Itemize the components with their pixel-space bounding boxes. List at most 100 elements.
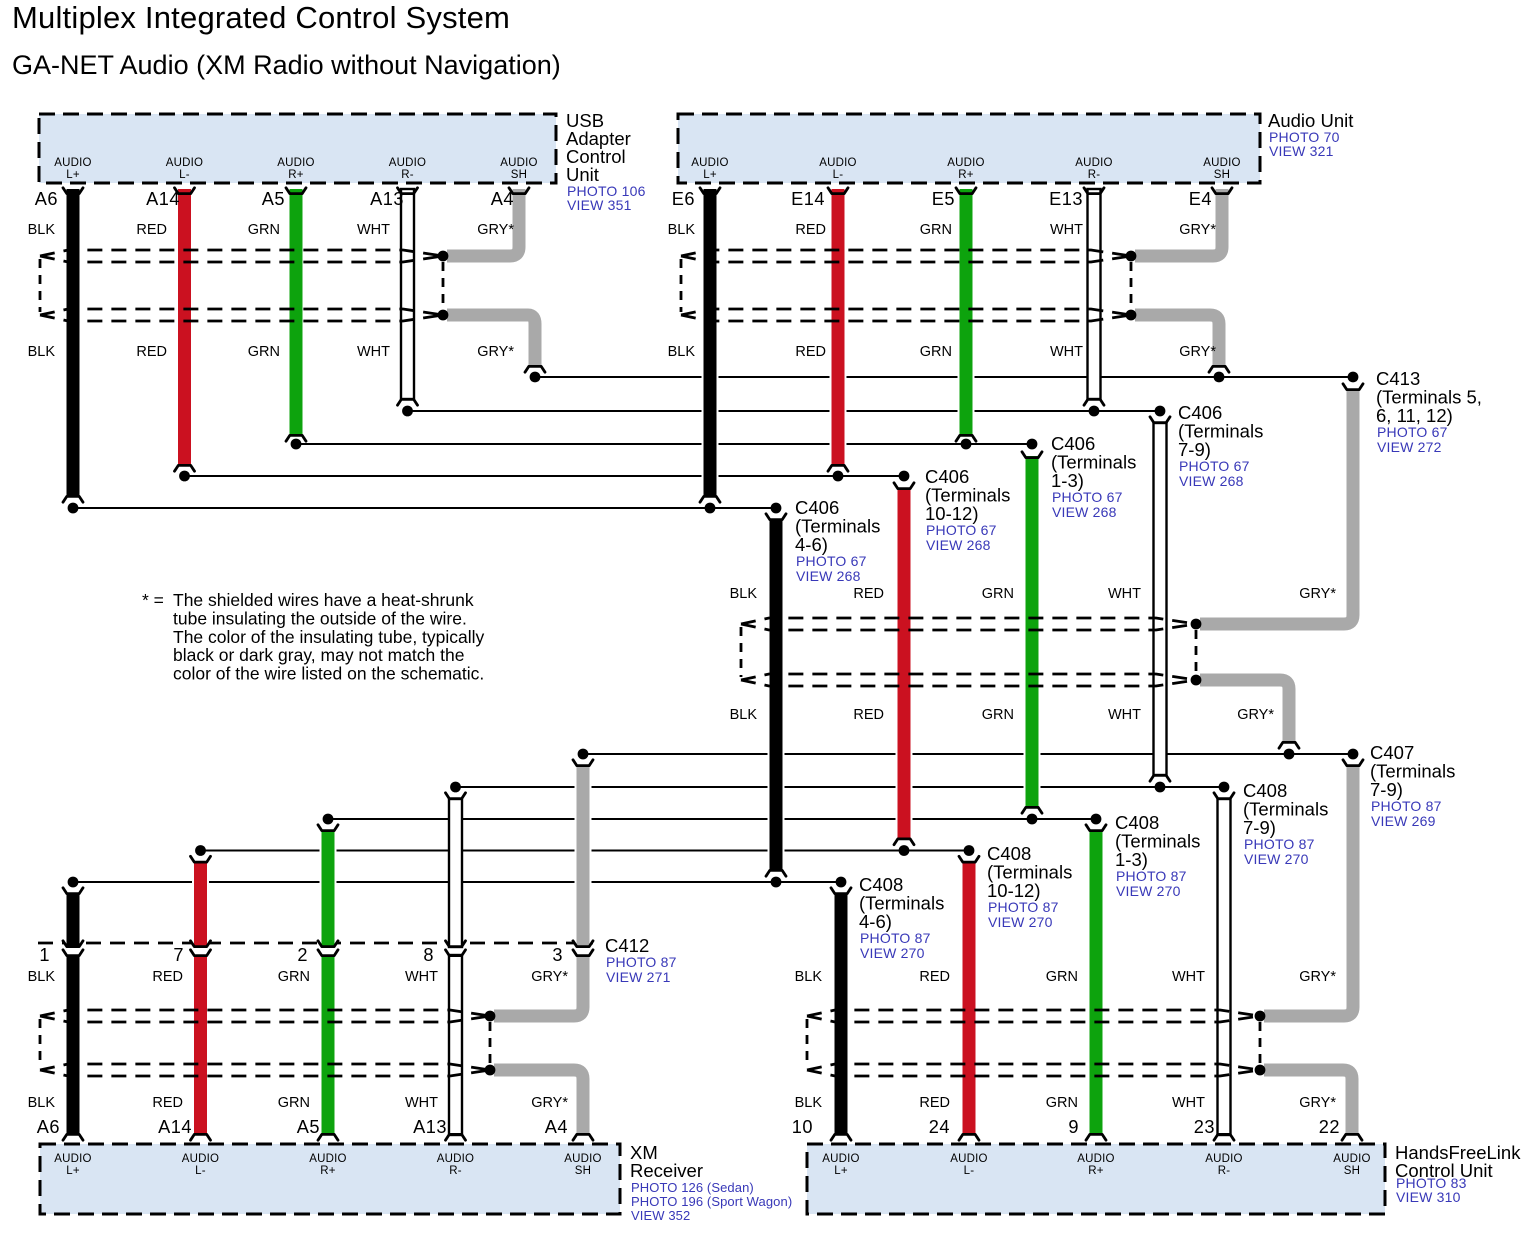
svg-text:L+: L+ [66,1165,80,1177]
svg-text:VIEW 310: VIEW 310 [1396,1189,1461,1205]
svg-text:A4: A4 [491,189,514,209]
svg-text:C408: C408 [1243,780,1287,801]
svg-text:7-9): 7-9) [1370,779,1403,800]
svg-text:A14: A14 [146,189,180,209]
svg-text:tube insulating the outside of: tube insulating the outside of the wire. [173,608,467,628]
svg-text:GRY*: GRY* [1237,707,1274,723]
svg-text:L-: L- [964,1165,975,1177]
svg-text:GRN: GRN [278,969,310,985]
svg-text:2: 2 [297,945,308,965]
svg-text:R+: R+ [1088,1165,1104,1177]
svg-text:GRY*: GRY* [1299,969,1336,985]
svg-text:VIEW 268: VIEW 268 [1179,473,1244,489]
svg-text:10-12): 10-12) [925,503,978,524]
svg-text:GRN: GRN [982,707,1014,723]
svg-text:AUDIO: AUDIO [1333,1153,1370,1165]
svg-text:PHOTO 87: PHOTO 87 [988,899,1059,915]
svg-text:Unit: Unit [566,164,599,185]
svg-text:L-: L- [179,169,190,181]
svg-text:4-6): 4-6) [795,534,828,555]
svg-text:VIEW 352: VIEW 352 [631,1208,690,1223]
svg-text:GRN: GRN [278,1095,310,1111]
svg-text:8: 8 [423,945,434,965]
svg-text:AUDIO: AUDIO [564,1153,601,1165]
svg-text:(Terminals: (Terminals [925,485,1010,506]
svg-text:BLK: BLK [28,344,56,360]
svg-text:R+: R+ [320,1165,336,1177]
svg-text:PHOTO 87: PHOTO 87 [1244,836,1315,852]
svg-text:A5: A5 [262,189,285,209]
svg-text:VIEW 272: VIEW 272 [1377,439,1442,455]
svg-text:1-3): 1-3) [1051,470,1084,491]
svg-text:Multiplex Integrated Control S: Multiplex Integrated Control System [12,0,510,35]
svg-text:VIEW 321: VIEW 321 [1269,143,1334,159]
svg-text:VIEW 270: VIEW 270 [1116,883,1181,899]
svg-text:GRN: GRN [920,344,952,360]
svg-text:C412: C412 [605,935,649,956]
svg-text:BLK: BLK [730,707,758,723]
svg-text:PHOTO 196 (Sport Wagon): PHOTO 196 (Sport Wagon) [631,1194,792,1209]
svg-text:7: 7 [173,945,184,965]
svg-text:USB: USB [566,110,604,131]
svg-text:RED: RED [919,1095,950,1111]
svg-text:AUDIO: AUDIO [1075,157,1112,169]
svg-text:GRN: GRN [1046,969,1078,985]
svg-text:7-9): 7-9) [1178,439,1211,460]
svg-text:SH: SH [511,169,527,181]
svg-text:(Terminals: (Terminals [1051,452,1136,473]
svg-text:E4: E4 [1189,189,1212,209]
svg-text:L-: L- [833,169,844,181]
svg-text:RED: RED [853,586,884,602]
svg-text:PHOTO 67: PHOTO 67 [796,553,867,569]
svg-text:AUDIO: AUDIO [947,157,984,169]
svg-text:WHT: WHT [1108,586,1141,602]
svg-text:A4: A4 [545,1117,568,1137]
svg-text:C406: C406 [1178,402,1222,423]
svg-text:R-: R- [401,169,414,181]
svg-text:BLK: BLK [668,344,696,360]
svg-text:AUDIO: AUDIO [691,157,728,169]
svg-text:PHOTO 87: PHOTO 87 [606,954,677,970]
svg-text:GRY*: GRY* [477,344,514,360]
svg-text:AUDIO: AUDIO [277,157,314,169]
svg-text:C407: C407 [1370,742,1414,763]
svg-text:AUDIO: AUDIO [1203,157,1240,169]
svg-text:A5: A5 [297,1117,320,1137]
svg-text:SH: SH [1344,1165,1360,1177]
svg-text:C408: C408 [987,843,1031,864]
svg-text:L+: L+ [66,169,80,181]
svg-text:PHOTO 67: PHOTO 67 [1179,458,1250,474]
svg-text:GRY*: GRY* [1179,222,1216,238]
svg-text:VIEW 270: VIEW 270 [860,945,925,961]
svg-text:VIEW 268: VIEW 268 [796,568,861,584]
svg-text:RED: RED [795,344,826,360]
svg-text:PHOTO 106: PHOTO 106 [567,183,646,199]
svg-text:GRN: GRN [1046,1095,1078,1111]
svg-text:A6: A6 [35,189,58,209]
svg-text:(Terminals: (Terminals [1370,761,1455,782]
svg-text:AUDIO: AUDIO [1077,1153,1114,1165]
svg-text:BLK: BLK [28,222,56,238]
svg-text:RED: RED [853,707,884,723]
svg-text:AUDIO: AUDIO [54,1153,91,1165]
svg-text:color of the wire listed on th: color of the wire listed on the schemati… [173,664,484,684]
svg-text:BLK: BLK [28,1095,56,1111]
svg-text:PHOTO 67: PHOTO 67 [1052,489,1123,505]
svg-text:GRY*: GRY* [1179,344,1216,360]
svg-text:(Terminals: (Terminals [795,516,880,537]
svg-text:C406: C406 [925,466,969,487]
svg-text:(Terminals 5,: (Terminals 5, [1376,387,1482,408]
svg-text:WHT: WHT [1172,1095,1205,1111]
svg-text:VIEW 270: VIEW 270 [988,914,1053,930]
svg-text:black or dark gray, may not ma: black or dark gray, may not match the [173,645,464,665]
svg-text:AUDIO: AUDIO [309,1153,346,1165]
svg-text:Adapter: Adapter [566,128,631,149]
svg-text:RED: RED [919,969,950,985]
svg-text:Receiver: Receiver [630,1160,703,1181]
svg-text:A13: A13 [370,189,404,209]
svg-text:GRY*: GRY* [477,222,514,238]
svg-text:GRN: GRN [248,344,280,360]
svg-text:(Terminals: (Terminals [1243,799,1328,820]
svg-text:PHOTO 126 (Sedan): PHOTO 126 (Sedan) [631,1180,754,1195]
svg-text:WHT: WHT [357,222,390,238]
